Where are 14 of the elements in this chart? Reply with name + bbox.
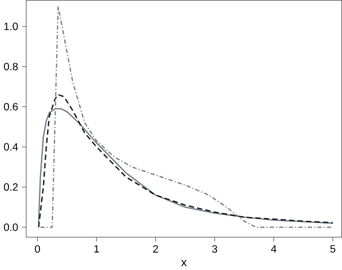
x-tick-label: 2: [153, 245, 158, 253]
line-series: [40, 6, 334, 228]
x-tick-label: 5: [330, 245, 336, 253]
y-tick-label: 0.6: [4, 103, 18, 111]
y-tick-label: 0.0: [4, 224, 18, 232]
x-tick-label: 3: [212, 245, 218, 253]
x-tick-label: 0: [34, 245, 40, 253]
x-tick-label: 1: [94, 245, 99, 253]
y-tick-label: 0.4: [4, 143, 18, 151]
y-tick-label: 0.8: [4, 63, 18, 71]
x-axis-title: x: [181, 260, 187, 266]
y-tick-label: 1.0: [4, 22, 18, 30]
y-tick-label: 0.2: [4, 183, 18, 191]
x-tick-label: 4: [271, 245, 276, 253]
